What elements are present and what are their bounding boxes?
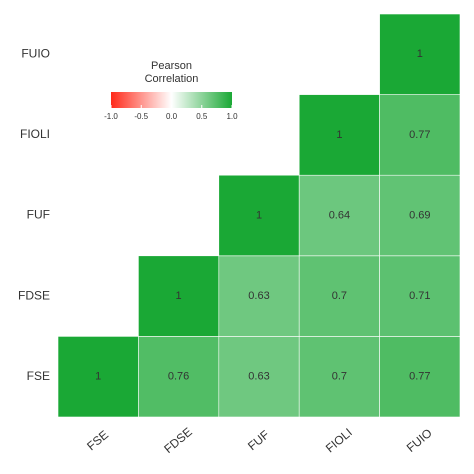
legend-tick-label: 1.0 [226,112,238,121]
cell-label: 1 [336,129,342,141]
heatmap-cell [57,336,139,418]
cell-label: 1 [256,209,262,221]
y-tick-label: FDSE [18,288,50,302]
heatmap-cell [298,336,380,418]
cell-label: 0.76 [168,371,189,383]
cell-label: 0.63 [248,290,269,302]
cell-label: 0.7 [332,290,347,302]
x-tick-label: FUF [245,428,272,454]
heatmap-cell [218,255,300,337]
legend-tick-label: 0.5 [196,112,208,121]
cell-label: 0.71 [409,290,430,302]
x-tick-label: FSE [84,428,111,454]
cell-label: 0.69 [409,209,430,221]
cell-label: 0.64 [329,209,350,221]
heatmap-cell [379,13,461,95]
cell-label: 0.63 [248,371,269,383]
heatmap-cell [379,336,461,418]
cell-label: 1 [176,290,182,302]
legend-tick-label: -0.5 [134,112,148,121]
heatmap-cell [218,174,300,257]
y-tick-label: FUIO [21,46,50,60]
heatmap-cell [298,255,380,337]
cell-label: 1 [95,371,101,383]
y-tick-label: FSE [27,369,50,383]
x-tick-label: FDSE [161,425,195,456]
heatmap-cell [138,336,220,418]
legend-title: Pearson [151,60,192,72]
heatmap-cell [379,255,461,337]
legend-colorbar [111,92,232,108]
y-tick-label: FUF [27,208,50,222]
x-tick-label: FUIO [404,426,435,455]
heatmap-cell [298,94,380,176]
legend-title: Correlation [145,73,199,85]
cell-label: 1 [417,48,423,60]
legend-tick-label: 0.0 [166,112,178,121]
cell-label: 0.7 [332,371,347,383]
legend-tick-label: -1.0 [104,112,118,121]
cell-label: 0.77 [409,129,430,141]
cell-label: 0.77 [409,371,430,383]
heatmap-cell [138,255,220,337]
x-tick-label: FIOLI [323,425,355,455]
y-tick-label: FIOLI [20,127,50,141]
heatmap-cell [379,174,461,257]
